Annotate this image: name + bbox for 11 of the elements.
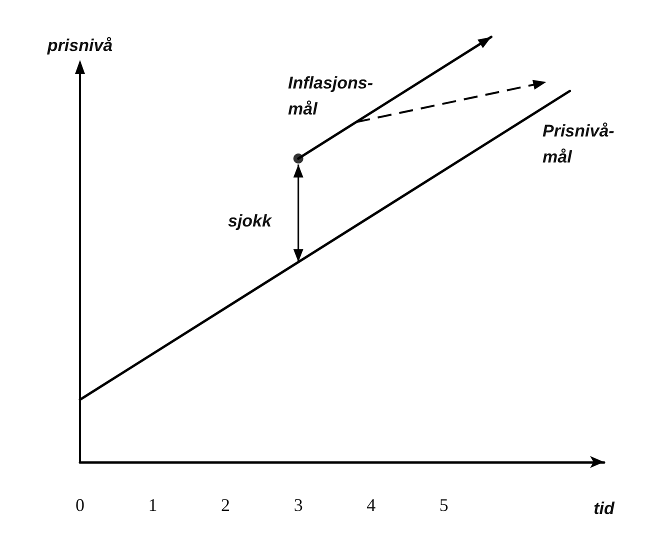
annotation: Prisnivå- mål <box>542 121 615 166</box>
x-tick-label: 1 <box>148 495 158 515</box>
x-axis-title: tid <box>594 499 615 518</box>
x-tick-label: 2 <box>221 495 230 515</box>
annotation: sjokk <box>228 212 274 230</box>
annotation: Inflasjons- mål <box>288 74 374 118</box>
x-tick-label: 3 <box>294 495 303 515</box>
x-tick-label: 5 <box>439 495 448 515</box>
x-tick-label: 4 <box>366 495 376 515</box>
x-tick-label: 0 <box>76 495 84 515</box>
y-axis-title: prisnivå <box>46 36 113 55</box>
